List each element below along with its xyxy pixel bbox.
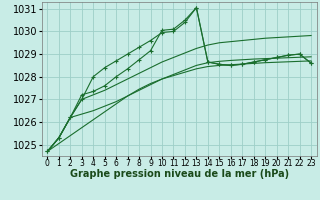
X-axis label: Graphe pression niveau de la mer (hPa): Graphe pression niveau de la mer (hPa)	[70, 169, 289, 179]
